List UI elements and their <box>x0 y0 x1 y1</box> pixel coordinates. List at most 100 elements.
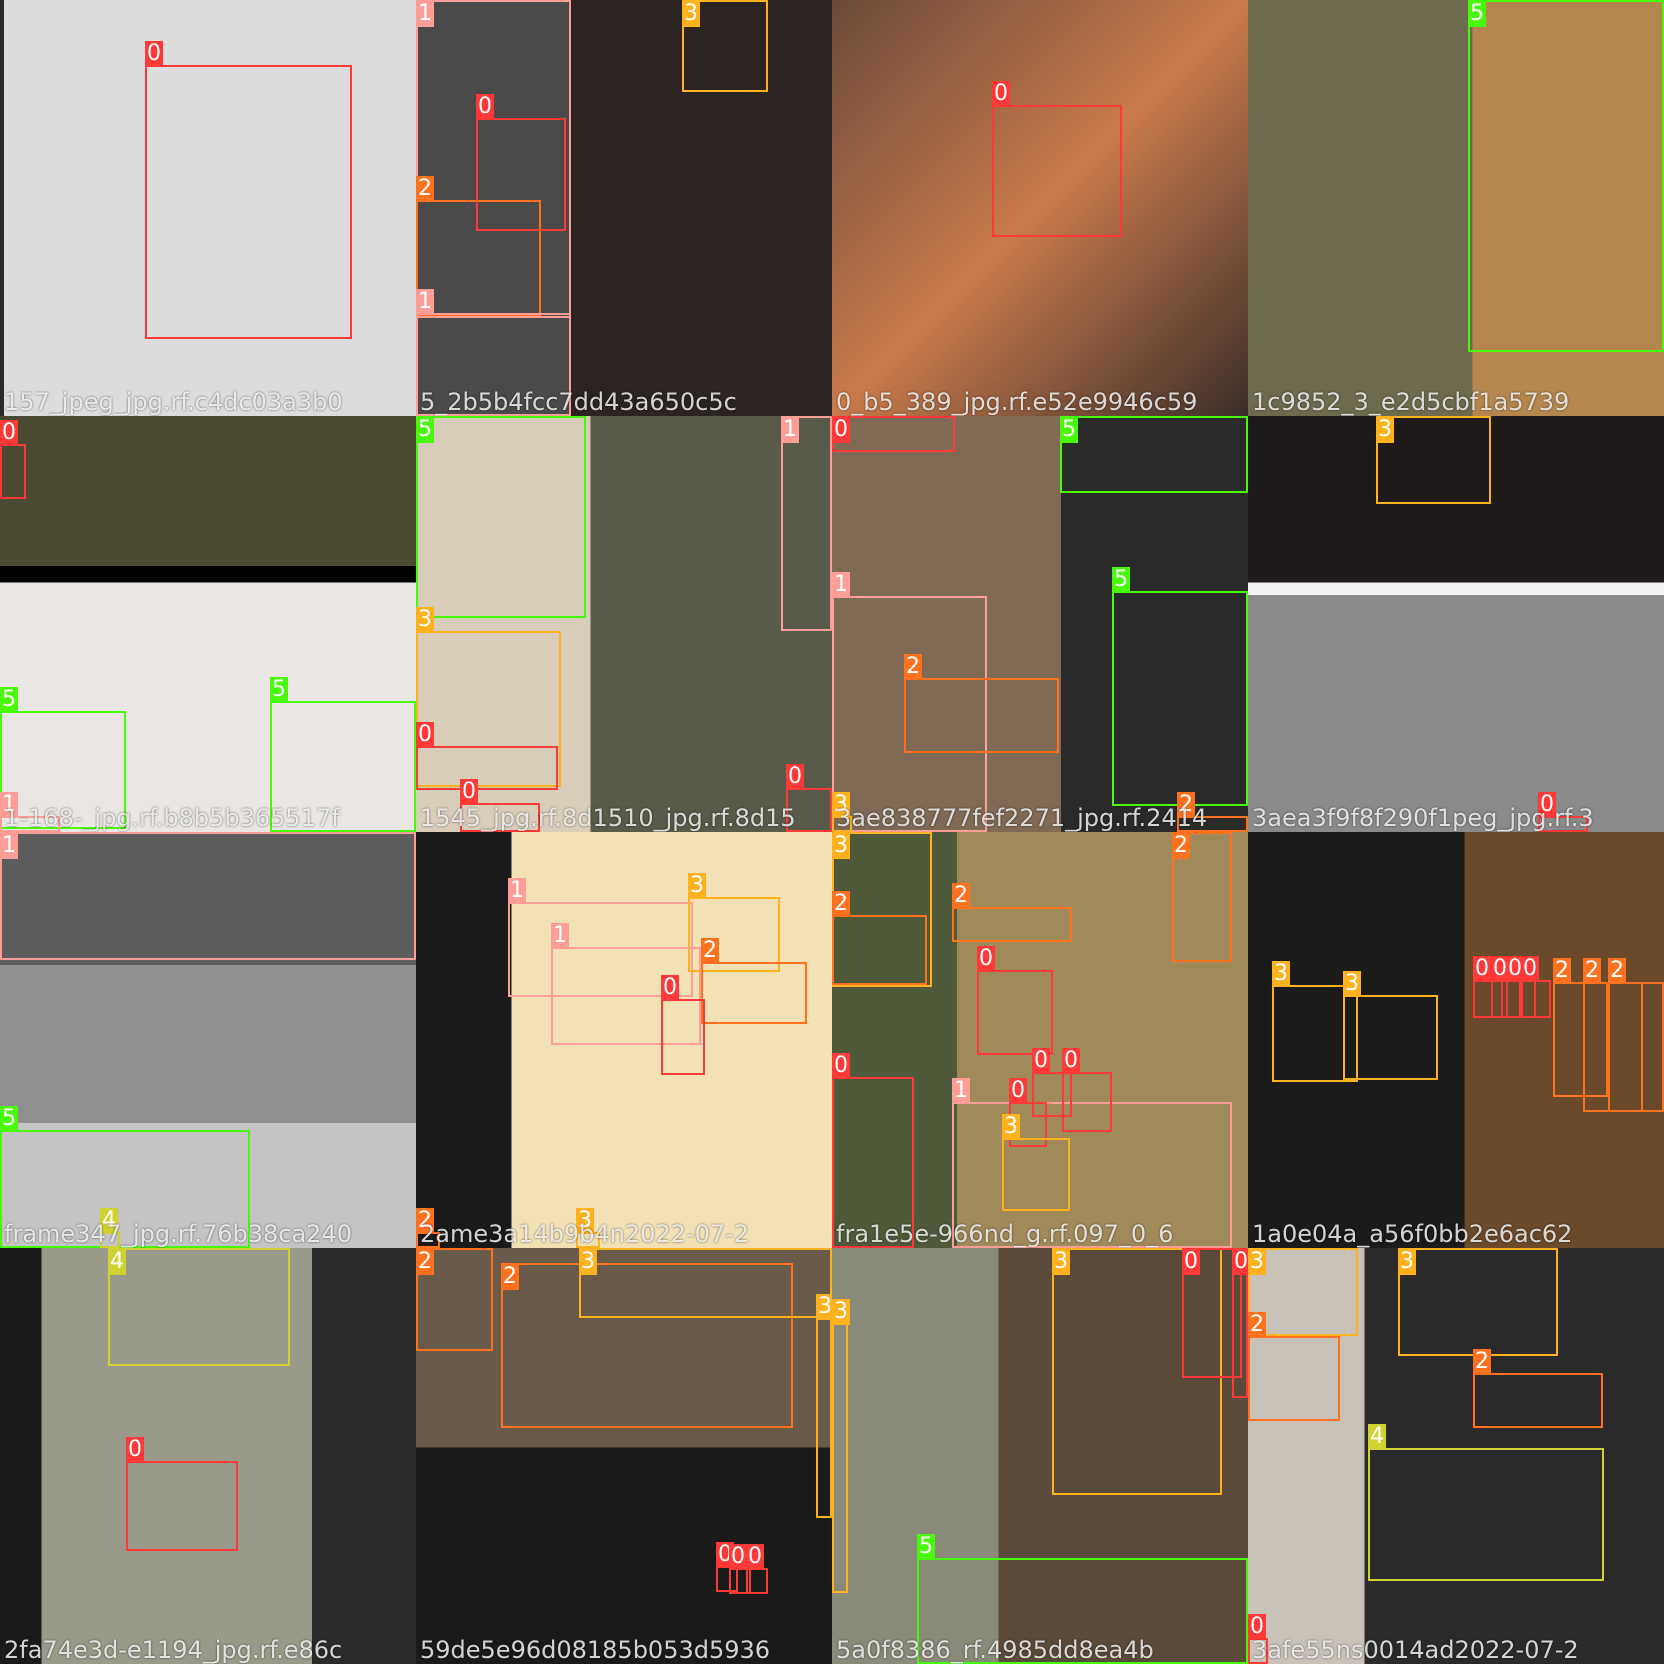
class-label-tag: 1 <box>551 923 569 949</box>
class-label-text: 0 <box>834 417 848 442</box>
detection-box: 0 <box>661 975 705 1075</box>
tile-filename: 157_jpeg_jpg.rf.c4dc03a3b0 <box>4 388 343 416</box>
class-label-tag: 3 <box>416 607 434 633</box>
tile-image <box>0 832 416 1248</box>
class-label-tag: 1 <box>416 1 434 27</box>
class-label-text: 2 <box>418 1208 432 1233</box>
tile-filename: 3afe55ns0014ad2022-07-2 <box>1252 1636 1579 1664</box>
detection-box: 5 <box>416 416 586 618</box>
detection-box: 3 <box>576 1208 600 1248</box>
class-label-tag: 5 <box>1468 1 1486 27</box>
class-label-text: 1 <box>553 923 567 948</box>
class-label-text: 3 <box>578 1208 592 1233</box>
tile-filename: 5a0f8386_rf.4985dd8ea4b <box>836 1636 1154 1664</box>
mosaic-tile: 3 0 3aea3f9f8f290f1peg_jpg.rf.3 <box>1248 416 1664 832</box>
detection-box: 3 <box>1398 1248 1558 1356</box>
class-label-tag: 0 <box>1032 1048 1050 1074</box>
detection-box: 3 <box>682 0 768 92</box>
class-label-tag: 3 <box>1343 971 1361 997</box>
detection-box: 1 <box>551 923 701 1045</box>
tile-image <box>0 0 416 416</box>
class-label-tag: 3 <box>1248 1249 1266 1275</box>
class-label-text: 3 <box>834 833 848 858</box>
detection-box: 3 <box>1002 1114 1070 1211</box>
detection-box: 2 <box>416 1208 440 1248</box>
class-label-tag: 2 <box>952 883 970 909</box>
class-label-tag: 2 <box>1172 833 1190 859</box>
class-label-tag: 2 <box>1608 958 1626 984</box>
class-label-text: 1 <box>2 833 16 858</box>
mosaic-tile: 0 5 1 2 5 3 2 3ae838777fef2271_jpg.rf.2414 <box>832 416 1248 832</box>
detection-box: 2 <box>904 654 1059 753</box>
class-label-text: 4 <box>102 1208 116 1233</box>
class-label-tag: 3 <box>1376 417 1394 443</box>
class-label-text: 0 <box>834 1053 848 1078</box>
class-label-text: 5 <box>1062 417 1076 442</box>
tile-filename: 1a0e04a_a56f0bb2e6ac62 <box>1252 1220 1573 1248</box>
detection-box: 1 <box>781 416 832 631</box>
detection-box: 3 <box>1052 1248 1222 1495</box>
tile-image <box>0 1248 416 1664</box>
detection-box: 0 <box>416 722 558 790</box>
class-label-text: 0 <box>748 1544 762 1569</box>
class-label-text: 2 <box>954 883 968 908</box>
class-label-tag: 5 <box>1060 417 1078 443</box>
tile-filename: 5_2b5b4fcc7dd43a650c5c <box>420 388 737 416</box>
class-label-tag: 1 <box>832 572 850 598</box>
class-label-text: 3 <box>1274 961 1288 986</box>
detection-box: 0 <box>832 416 955 452</box>
mosaic-tile: 5 1c9852_3_e2d5cbf1a5739 <box>1248 0 1664 416</box>
class-label-tag: 0 <box>1491 956 1509 982</box>
detection-box: 0 <box>1062 1048 1112 1132</box>
class-label-text: 2 <box>418 176 432 201</box>
detection-box: 0 <box>460 779 540 832</box>
class-label-tag: 0 <box>0 420 18 446</box>
class-label-tag: 5 <box>270 677 288 703</box>
class-label-text: 3 <box>834 792 848 817</box>
class-label-tag: 0 <box>126 1437 144 1463</box>
class-label-text: 0 <box>2 420 16 445</box>
class-label-text: 0 <box>1250 1614 1264 1639</box>
detection-box: 0 <box>1538 792 1588 832</box>
class-label-text: 1 <box>418 289 432 314</box>
detection-box: 5 <box>1468 0 1664 352</box>
class-label-text: 1 <box>834 572 848 597</box>
detection-box: 3 <box>816 1294 832 1518</box>
class-label-text: 2 <box>418 1249 432 1274</box>
class-label-text: 3 <box>834 1299 848 1324</box>
class-label-tag: 0 <box>1506 956 1524 982</box>
class-label-tag: 0 <box>1232 1249 1248 1275</box>
class-label-tag: 0 <box>977 946 995 972</box>
class-label-text: 2 <box>1555 958 1569 983</box>
class-label-tag: 0 <box>832 417 850 443</box>
tile-image <box>1248 0 1664 416</box>
tile-image <box>1248 832 1664 1248</box>
class-label-tag: 3 <box>688 873 706 899</box>
tile-filename: 1c9852_3_e2d5cbf1a5739 <box>1252 388 1570 416</box>
class-label-text: 0 <box>1064 1048 1078 1073</box>
class-label-tag: 2 <box>1583 958 1601 984</box>
mosaic-tile: 0 157_jpeg_jpg.rf.c4dc03a3b0 <box>0 0 416 416</box>
class-label-text: 2 <box>703 938 717 963</box>
detection-box: 2 <box>701 938 807 1024</box>
mosaic-tile: 3 2 2 2 0 0 1 0 0 0 3 fra1e5e-966nd_g.rf.097_0_6 <box>832 832 1248 1248</box>
detection-box: 3 <box>1272 961 1358 1082</box>
class-label-tag: 5 <box>0 1106 18 1132</box>
class-label-text: 0 <box>994 81 1008 106</box>
class-label-text: 2 <box>503 1264 517 1289</box>
class-label-text: 5 <box>2 687 16 712</box>
class-label-text: 0 <box>1011 1078 1025 1103</box>
class-label-tag: 0 <box>729 1544 747 1570</box>
class-label-text: 3 <box>690 873 704 898</box>
detection-box: 1 <box>508 878 693 997</box>
mosaic-tile: 1 3 1 2 0 2 3 2ame3a14b9b4n2022-07-2 <box>416 832 832 1248</box>
class-label-text: 0 <box>1034 1048 1048 1073</box>
class-label-text: 0 <box>418 722 432 747</box>
class-label-tag: 0 <box>746 1544 764 1570</box>
tile-filename: 3ae838777fef2271_jpg.rf.2414 <box>836 804 1208 832</box>
detection-box: 5 <box>1112 567 1248 806</box>
class-label-text: 1 <box>954 1078 968 1103</box>
class-label-tag: 3 <box>1272 961 1290 987</box>
class-label-tag: 0 <box>476 94 494 120</box>
detection-box: 2 <box>1473 1349 1603 1428</box>
